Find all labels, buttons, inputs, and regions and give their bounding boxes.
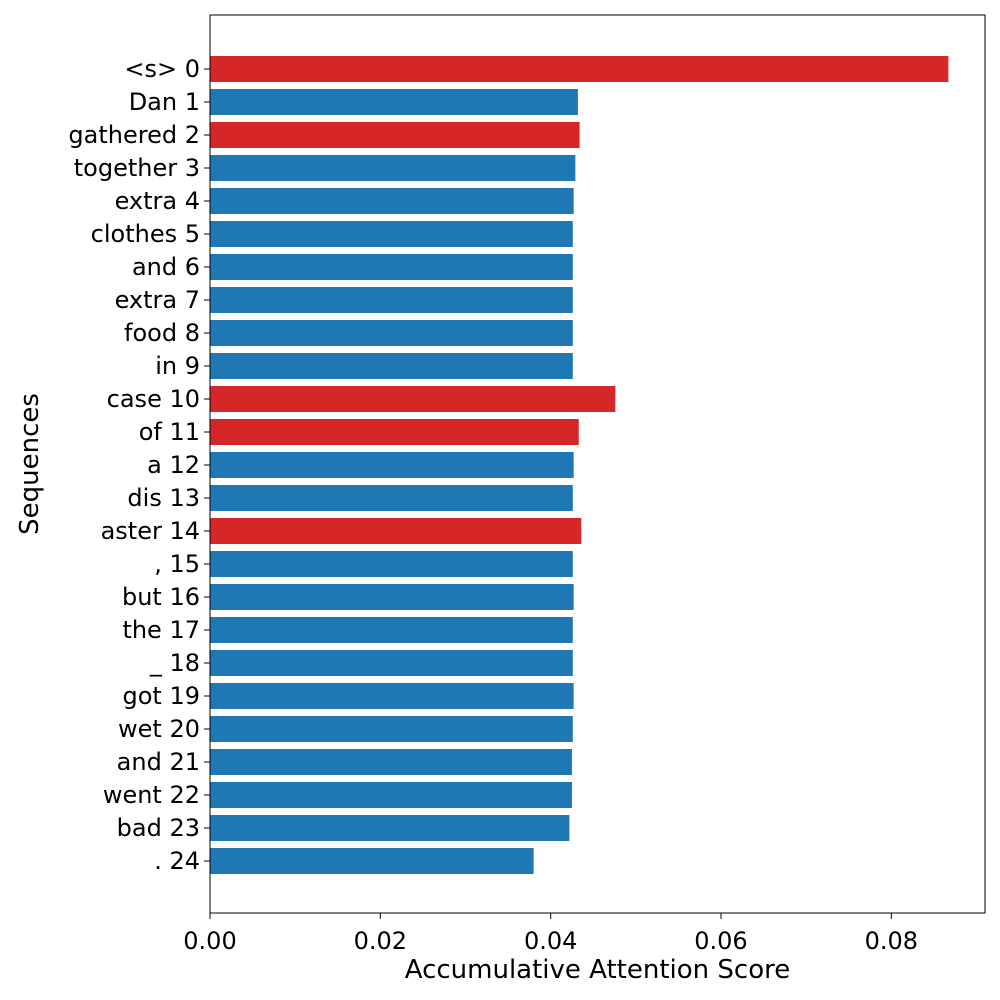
x-axis-ticks: 0.00 0.02 0.04 0.06 0.08	[183, 913, 918, 955]
bar	[210, 122, 580, 148]
x-tick-label: 0.04	[524, 927, 577, 955]
y-tick-label: extra 7	[115, 286, 200, 314]
bar	[210, 551, 573, 577]
y-tick-label: together 3	[74, 154, 200, 182]
bar	[210, 650, 573, 676]
x-axis-title: Accumulative Attention Score	[405, 955, 791, 985]
x-tick-label: 0.06	[694, 927, 747, 955]
bar	[210, 617, 573, 643]
y-tick-label: _ 18	[149, 649, 200, 677]
bar	[210, 353, 573, 379]
bar	[210, 320, 573, 346]
y-tick-label: went 22	[103, 781, 200, 809]
y-tick-label: . 24	[154, 847, 200, 875]
y-tick-label: food 8	[124, 319, 200, 347]
bar	[210, 518, 582, 544]
bar	[210, 485, 573, 511]
bar	[210, 56, 949, 82]
x-tick-label: 0.00	[183, 927, 236, 955]
bar	[210, 155, 576, 181]
y-tick-label: and 6	[132, 253, 200, 281]
bar	[210, 89, 578, 115]
y-tick-label: bad 23	[117, 814, 200, 842]
bar	[210, 749, 572, 775]
y-tick-label: gathered 2	[68, 121, 200, 149]
bar	[210, 221, 573, 247]
bars-layer	[210, 56, 949, 874]
bar	[210, 848, 534, 874]
x-tick-label: 0.02	[354, 927, 407, 955]
bar	[210, 584, 574, 610]
y-tick-label: Dan 1	[129, 88, 200, 116]
y-tick-label: a 12	[147, 451, 200, 479]
y-axis-title: Sequences	[15, 393, 45, 535]
y-tick-label: aster 14	[101, 517, 200, 545]
y-tick-label: case 10	[107, 385, 200, 413]
bar	[210, 716, 573, 742]
bar	[210, 254, 573, 280]
y-tick-label: the 17	[122, 616, 200, 644]
bar	[210, 386, 616, 412]
bar	[210, 452, 574, 478]
x-tick-label: 0.08	[865, 927, 918, 955]
y-tick-label: dis 13	[127, 484, 200, 512]
y-tick-label: extra 4	[115, 187, 200, 215]
y-tick-label: and 21	[117, 748, 200, 776]
bar	[210, 683, 574, 709]
y-tick-label: wet 20	[118, 715, 200, 743]
y-tick-label: <s> 0	[124, 55, 200, 83]
y-tick-label: got 19	[123, 682, 201, 710]
y-tick-label: clothes 5	[91, 220, 200, 248]
y-axis-ticks: <s> 0 Dan 1 gathered 2 together 3 extra 4 clo…	[68, 55, 210, 875]
bar	[210, 815, 570, 841]
y-tick-label: in 9	[155, 352, 200, 380]
bar	[210, 419, 579, 445]
plot-frame	[209, 14, 986, 914]
y-tick-label: , 15	[154, 550, 200, 578]
bar	[210, 188, 574, 214]
y-tick-label: but 16	[122, 583, 200, 611]
bar	[210, 287, 573, 313]
bar	[210, 782, 572, 808]
y-tick-label: of 11	[139, 418, 200, 446]
